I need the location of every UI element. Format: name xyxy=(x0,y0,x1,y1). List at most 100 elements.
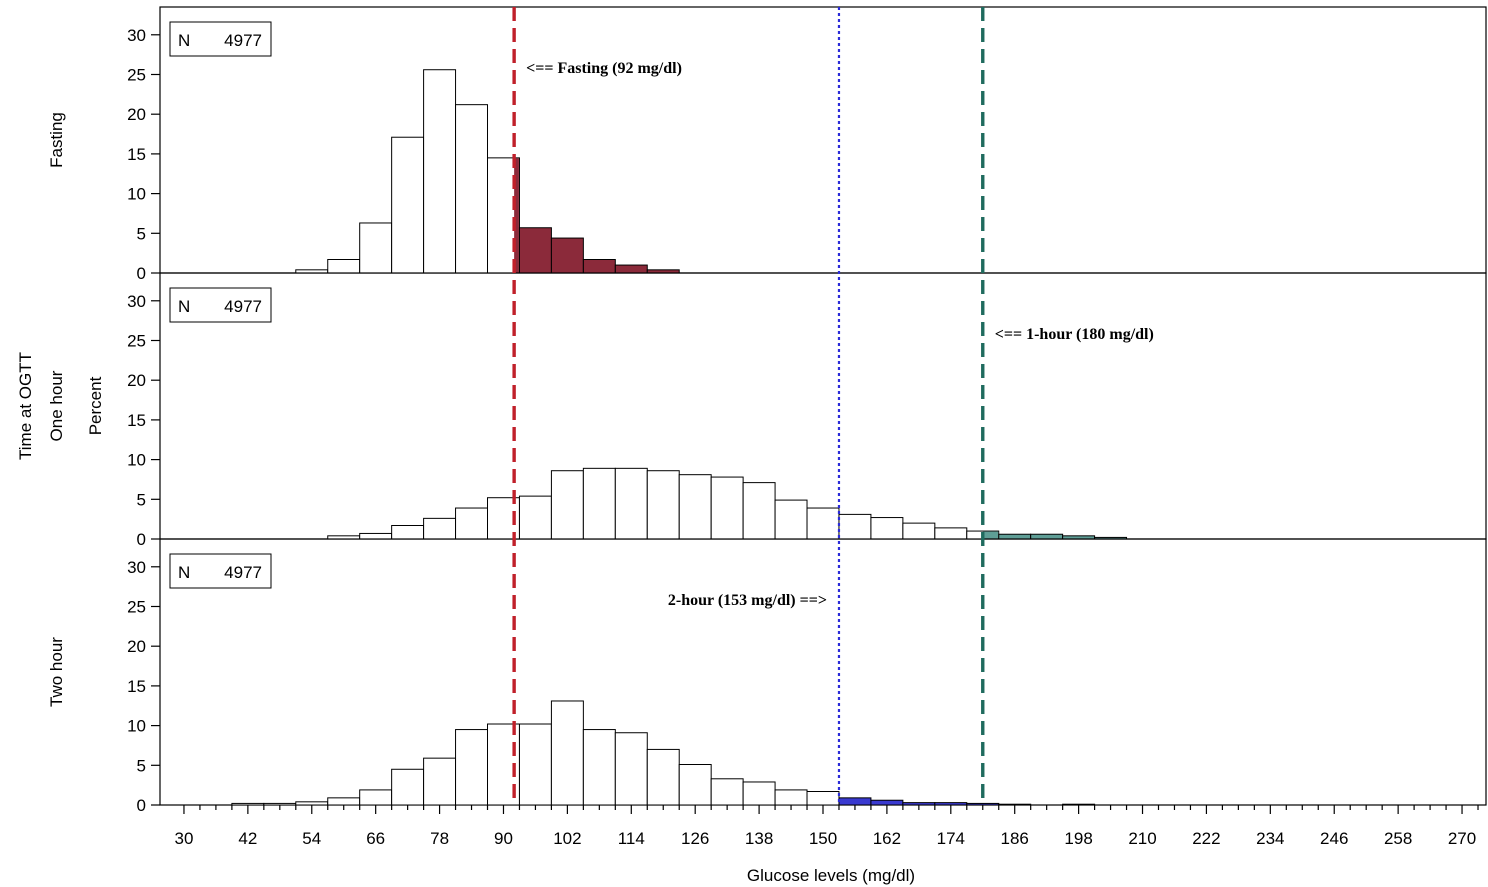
x-tick-label: 162 xyxy=(873,829,901,848)
x-tick-label: 270 xyxy=(1448,829,1476,848)
y-tick-label: 25 xyxy=(127,331,146,350)
x-tick-label: 174 xyxy=(937,829,965,848)
histogram-bar xyxy=(391,525,425,540)
x-tick-label: 114 xyxy=(618,829,645,848)
histogram-bar xyxy=(263,802,297,806)
n-value: 4977 xyxy=(224,563,262,582)
n-value: 4977 xyxy=(224,31,262,50)
histogram-bar xyxy=(806,507,840,540)
n-value: 4977 xyxy=(224,297,262,316)
y-tick-label: 5 xyxy=(137,756,146,775)
histogram-bar xyxy=(550,237,584,274)
annotation-one-hour: <== 1-hour (180 mg/dl) xyxy=(995,326,1154,343)
annotation-two-hour: 2-hour (153 mg/dl) ==> xyxy=(668,592,827,609)
x-tick-label: 210 xyxy=(1128,829,1156,848)
n-inset-box: N 4977 xyxy=(169,553,272,589)
x-tick-label: 186 xyxy=(1001,829,1029,848)
histogram-bar xyxy=(870,517,904,540)
histogram-bar xyxy=(710,476,744,540)
panel-frame xyxy=(159,538,1487,806)
x-tick-label: 150 xyxy=(809,829,837,848)
histogram-bar xyxy=(774,789,808,806)
histogram-bar xyxy=(678,474,712,540)
histogram-bar xyxy=(934,802,968,806)
histogram-bar xyxy=(518,227,552,274)
panel-frame xyxy=(159,272,1487,540)
panels-layer: 0 5 10 15 20 25 30 Fasting N 4977 0 5 10 15 20 25 30 One … xyxy=(47,6,1487,815)
n-label: N xyxy=(178,297,190,316)
x-tick-label: 102 xyxy=(553,829,581,848)
histogram-bar xyxy=(998,533,1032,540)
y-tick-label: 10 xyxy=(127,717,146,736)
histogram-bar xyxy=(838,797,872,806)
panel-one-hour: 0 5 10 15 20 25 30 One hour N 4977 xyxy=(47,272,1487,549)
y-tick-label: 0 xyxy=(137,796,146,815)
y-tick-label: 5 xyxy=(137,490,146,509)
x-tick-label: 258 xyxy=(1384,829,1412,848)
histogram-bar xyxy=(646,470,680,540)
histogram-bar xyxy=(582,729,616,806)
y-tick-label: 30 xyxy=(127,26,146,45)
histogram-bar-shaded-part xyxy=(982,531,999,539)
y-tick-label: 0 xyxy=(137,264,146,283)
histogram-bar xyxy=(550,700,584,806)
histogram-bar xyxy=(455,729,489,806)
y-tick-label: 15 xyxy=(127,145,146,164)
histogram-bar xyxy=(1030,533,1064,540)
n-inset-box: N 4977 xyxy=(169,287,272,323)
histogram-bar xyxy=(806,791,840,806)
y-tick-label: 20 xyxy=(127,105,146,124)
n-inset-frame xyxy=(169,553,272,589)
panel-frame xyxy=(159,6,1487,274)
y-tick-label: 30 xyxy=(127,292,146,311)
histogram-bar xyxy=(423,517,457,540)
histogram-bar xyxy=(742,781,776,806)
y-tick-label: 25 xyxy=(127,65,146,84)
histogram-bar xyxy=(742,482,776,540)
y-tick-label: 15 xyxy=(127,677,146,696)
histogram-bar xyxy=(1062,803,1096,806)
histogram-bar xyxy=(902,802,936,806)
histogram-bar xyxy=(870,799,904,806)
y-tick-label: 20 xyxy=(127,371,146,390)
x-tick-label: 90 xyxy=(494,829,513,848)
panel-name-label: One hour xyxy=(47,370,66,441)
x-axis-label: Glucose levels (mg/dl) xyxy=(747,866,915,885)
x-tick-label: 42 xyxy=(238,829,257,848)
y-tick-label: 30 xyxy=(127,558,146,577)
histogram-bar xyxy=(614,732,648,806)
histogram-bar-shaded-part xyxy=(514,158,519,273)
panel-two-hour: 0 5 10 15 20 25 30 Two hour N 4977 xyxy=(47,538,1487,815)
histogram-bar xyxy=(359,789,393,806)
histogram-bar xyxy=(455,507,489,540)
n-label: N xyxy=(178,31,190,50)
histogram-bar xyxy=(838,513,872,540)
x-tick-label: 234 xyxy=(1256,829,1284,848)
reference-lines: <== Fasting (92 mg/dl) 2-hour (153 mg/dl)… xyxy=(512,7,1154,805)
histogram-bar xyxy=(710,778,744,806)
panel-name-label: Fasting xyxy=(47,112,66,168)
n-inset-box: N 4977 xyxy=(169,21,272,57)
histogram-bar xyxy=(423,69,457,274)
histogram-bar xyxy=(966,802,1000,806)
histogram-bar xyxy=(614,467,648,540)
x-tick-label: 198 xyxy=(1064,829,1092,848)
histogram-bar xyxy=(391,136,425,274)
n-label: N xyxy=(178,563,190,582)
histogram-bar xyxy=(423,757,457,806)
x-tick-label: 30 xyxy=(175,829,194,848)
histogram-bar xyxy=(998,803,1032,806)
histogram-bar xyxy=(902,522,936,540)
histogram-bar xyxy=(678,764,712,806)
histogram-bar xyxy=(582,467,616,540)
x-tick-label: 126 xyxy=(681,829,709,848)
histogram-bar xyxy=(391,768,425,806)
y-tick-label: 10 xyxy=(127,451,146,470)
y-tick-label: 5 xyxy=(137,224,146,243)
histogram-bar xyxy=(646,748,680,806)
n-inset-frame xyxy=(169,21,272,57)
x-tick-label: 54 xyxy=(302,829,321,848)
panel-name-label: Two hour xyxy=(47,637,66,707)
histogram-bar xyxy=(231,802,265,806)
